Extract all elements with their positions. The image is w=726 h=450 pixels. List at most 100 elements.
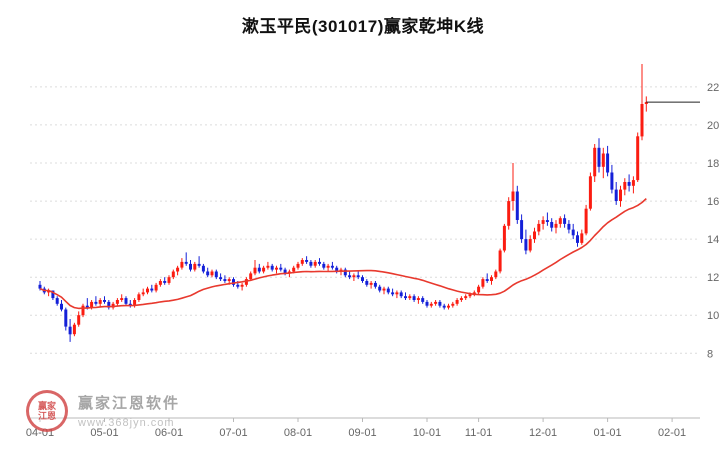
candle-body xyxy=(124,298,128,304)
candle-body xyxy=(365,281,369,285)
candle-body xyxy=(498,250,502,272)
candle-body xyxy=(425,301,429,306)
candle-body xyxy=(236,284,240,287)
candle-body xyxy=(447,305,450,308)
x-axis-label: 01-01 xyxy=(594,427,622,439)
candle-body xyxy=(249,273,253,280)
candle-body xyxy=(81,305,85,316)
candle-body xyxy=(38,284,42,289)
candle-body xyxy=(348,275,352,278)
y-axis-label: 10 xyxy=(707,310,719,322)
candle-body xyxy=(533,231,536,240)
candle-body xyxy=(189,263,192,270)
candle-body xyxy=(227,279,231,281)
candle-body xyxy=(636,136,640,181)
y-axis-label: 8 xyxy=(707,348,713,360)
candle-body xyxy=(644,102,648,104)
candle-body xyxy=(206,271,210,276)
candle-body xyxy=(167,277,171,283)
candle-body xyxy=(455,300,459,304)
candle-body xyxy=(528,239,532,251)
candle-body xyxy=(150,288,154,291)
candle-body xyxy=(313,261,317,266)
candle-body xyxy=(141,292,145,295)
candle-body xyxy=(94,301,98,304)
candle-body xyxy=(558,218,562,224)
candle-body xyxy=(408,296,412,299)
candle-body xyxy=(330,265,334,268)
candle-body xyxy=(494,271,498,278)
watermark-brand: 赢家江恩软件 xyxy=(78,395,181,412)
candle-body xyxy=(610,172,614,190)
candle-body xyxy=(90,301,94,308)
candle-body xyxy=(64,309,68,327)
candle-body xyxy=(507,201,511,226)
candle-body xyxy=(502,225,506,251)
x-axis-label: 11-01 xyxy=(465,427,492,439)
candle-body xyxy=(399,292,403,297)
candle-body xyxy=(197,263,201,266)
candle-body xyxy=(219,277,223,280)
candle-body xyxy=(163,281,167,283)
candle-body xyxy=(580,233,584,243)
candle-body xyxy=(171,271,175,278)
candle-body xyxy=(606,153,610,173)
candle-body xyxy=(631,180,635,186)
candle-body xyxy=(623,182,627,190)
candle-body xyxy=(270,265,274,270)
candle-body xyxy=(614,189,618,201)
candle-body xyxy=(511,191,515,201)
candle-body xyxy=(146,288,149,293)
candle-body xyxy=(322,263,326,268)
candle-body xyxy=(541,220,545,224)
candle-body xyxy=(378,286,382,291)
candle-body xyxy=(68,326,72,335)
y-axis-label: 22 xyxy=(707,82,719,94)
candle-body xyxy=(537,223,541,232)
candle-body xyxy=(300,260,304,264)
candle-body xyxy=(180,261,184,268)
candle-body xyxy=(361,277,364,281)
brand-seal-icon: 赢家 江恩 xyxy=(26,390,68,432)
candle-body xyxy=(545,220,549,222)
candle-body xyxy=(98,300,102,304)
y-axis-label: 18 xyxy=(707,158,719,170)
candle-body xyxy=(107,301,111,308)
brand-seal-text: 赢家 江恩 xyxy=(37,401,56,421)
candle-body xyxy=(309,261,313,266)
candle-body xyxy=(593,147,597,177)
candle-body xyxy=(627,182,631,186)
candle-body xyxy=(597,147,601,167)
candle-body xyxy=(283,269,287,274)
candle-body xyxy=(520,220,524,240)
candle-body xyxy=(210,271,214,276)
x-axis-label: 07-01 xyxy=(219,427,247,439)
candle-body xyxy=(490,277,493,281)
candle-body xyxy=(459,298,463,300)
watermark: 赢家 江恩 赢家江恩软件 www.368jyn.com xyxy=(26,390,180,432)
candle-body xyxy=(468,294,472,297)
y-axis-label: 16 xyxy=(707,196,719,208)
candle-body xyxy=(391,292,395,295)
candle-body xyxy=(588,176,592,209)
y-axis-label: 12 xyxy=(707,272,719,284)
candle-body xyxy=(369,282,373,285)
candle-body xyxy=(576,235,579,243)
y-axis-label: 20 xyxy=(707,120,719,132)
watermark-url: www.368jyn.com xyxy=(78,417,175,429)
candle-body xyxy=(416,298,420,300)
ma-line xyxy=(39,198,647,310)
x-axis-label: 12-01 xyxy=(529,427,557,439)
candle-body xyxy=(640,104,644,137)
candle-body xyxy=(421,298,425,302)
candle-body xyxy=(305,260,309,262)
candle-body xyxy=(472,292,476,295)
candle-body xyxy=(55,298,59,304)
candle-body xyxy=(451,303,455,306)
candle-body xyxy=(257,267,261,272)
candle-body xyxy=(292,267,296,272)
x-axis-label: 10-01 xyxy=(413,427,441,439)
candle-body xyxy=(326,265,330,268)
